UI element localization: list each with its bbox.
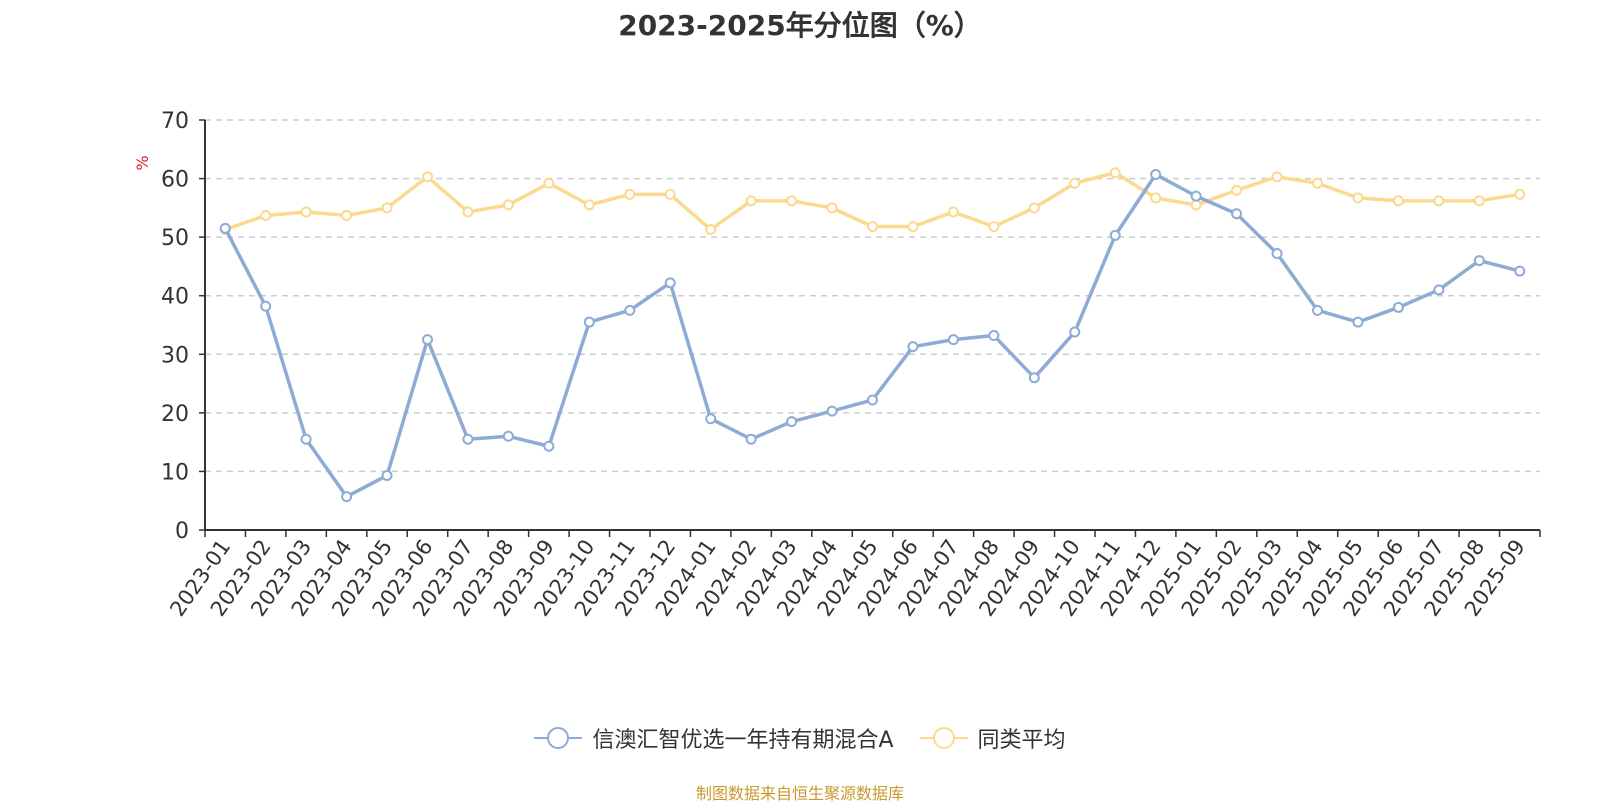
data-point-fund: [745, 433, 757, 445]
data-point-average: [1271, 171, 1283, 183]
data-point-average: [1069, 177, 1081, 189]
data-point-average: [1312, 177, 1323, 189]
legend-swatch-average: [919, 727, 968, 749]
data-point-fund: [1109, 229, 1121, 241]
data-point-fund: [1312, 304, 1323, 316]
data-point-average: [947, 206, 959, 218]
legend-swatch-fund: [534, 727, 583, 749]
data-point-average: [664, 188, 676, 200]
legend-label-average: 同类平均: [977, 728, 1066, 753]
data-point-average: [1190, 199, 1202, 211]
data-point-fund: [300, 433, 312, 445]
data-point-fund: [705, 413, 717, 425]
data-point-average: [1433, 195, 1445, 207]
y-tick-label: 50: [161, 226, 189, 251]
data-point-average: [786, 195, 798, 207]
y-tick-label: 60: [161, 168, 189, 193]
legend-item-average[interactable]: 同类平均: [919, 722, 1066, 754]
data-point-average: [1352, 192, 1364, 204]
data-point-average: [624, 188, 636, 200]
data-point-fund: [1352, 316, 1364, 328]
data-point-average: [583, 199, 595, 211]
data-point-fund: [1271, 248, 1283, 260]
series-line-average: [223, 170, 1522, 232]
data-point-fund: [381, 470, 393, 482]
chart-title: 2023-2025年分位图（%）: [618, 9, 982, 42]
data-point-fund: [219, 222, 231, 234]
data-point-average: [381, 202, 393, 214]
data-point-fund: [664, 277, 676, 289]
data-point-fund: [624, 304, 636, 316]
data-point-fund: [422, 334, 433, 346]
data-point-fund: [462, 433, 474, 445]
data-point-fund: [1069, 326, 1081, 338]
data-point-average: [1392, 195, 1404, 207]
data-point-fund: [867, 394, 878, 406]
y-tick-label: 70: [161, 109, 189, 134]
data-point-average: [502, 199, 514, 211]
data-point-fund: [1392, 301, 1404, 313]
data-point-fund: [543, 440, 555, 452]
y-tick-label: 40: [161, 285, 189, 310]
data-point-average: [867, 221, 878, 233]
data-point-average: [826, 202, 838, 214]
data-point-average: [1109, 167, 1121, 179]
data-point-fund: [1028, 372, 1040, 384]
data-point-fund: [260, 300, 272, 312]
data-point-average: [1231, 184, 1243, 196]
data-point-fund: [502, 430, 514, 442]
y-axis-unit-label: %: [133, 155, 152, 170]
y-tick-label: 10: [161, 460, 189, 485]
y-tick-label: 30: [161, 343, 189, 368]
data-point-average: [1028, 202, 1040, 214]
data-point-average: [300, 206, 312, 218]
data-point-average: [988, 221, 1000, 233]
data-point-average: [462, 206, 474, 218]
series-layer: [219, 167, 1526, 503]
data-point-average: [907, 221, 919, 233]
data-point-average: [1150, 192, 1162, 204]
legend-label-fund: 信澳汇智优选一年持有期混合A: [592, 728, 894, 753]
data-point-fund: [907, 341, 919, 353]
data-point-average: [422, 171, 433, 183]
data-point-fund: [1231, 208, 1243, 220]
data-point-fund: [947, 334, 959, 346]
axes: 0102030405060702023-012023-022023-032023…: [161, 109, 1541, 621]
data-point-average: [341, 209, 353, 221]
legend-item-fund[interactable]: 信澳汇智优选一年持有期混合A: [534, 722, 894, 754]
data-point-fund: [1190, 190, 1202, 202]
data-point-average: [745, 195, 757, 207]
data-point-average: [260, 209, 272, 221]
data-point-fund: [786, 416, 798, 428]
data-point-fund: [826, 405, 838, 417]
data-point-fund: [341, 491, 353, 503]
data-point-average: [543, 177, 555, 189]
source-note: 制图数据来自恒生聚源数据库: [695, 784, 904, 803]
y-tick-label: 20: [161, 402, 189, 427]
data-point-fund: [1433, 284, 1445, 296]
y-tick-label: 0: [175, 519, 189, 544]
data-point-average: [705, 224, 717, 236]
data-point-fund: [1514, 265, 1526, 277]
data-point-average: [1514, 188, 1526, 200]
data-point-fund: [583, 316, 595, 328]
data-point-fund: [1150, 168, 1162, 180]
data-point-fund: [1473, 255, 1485, 267]
data-point-fund: [988, 330, 1000, 342]
data-point-average: [1473, 195, 1485, 207]
legend: 信澳汇智优选一年持有期混合A 同类平均: [0, 722, 1600, 754]
